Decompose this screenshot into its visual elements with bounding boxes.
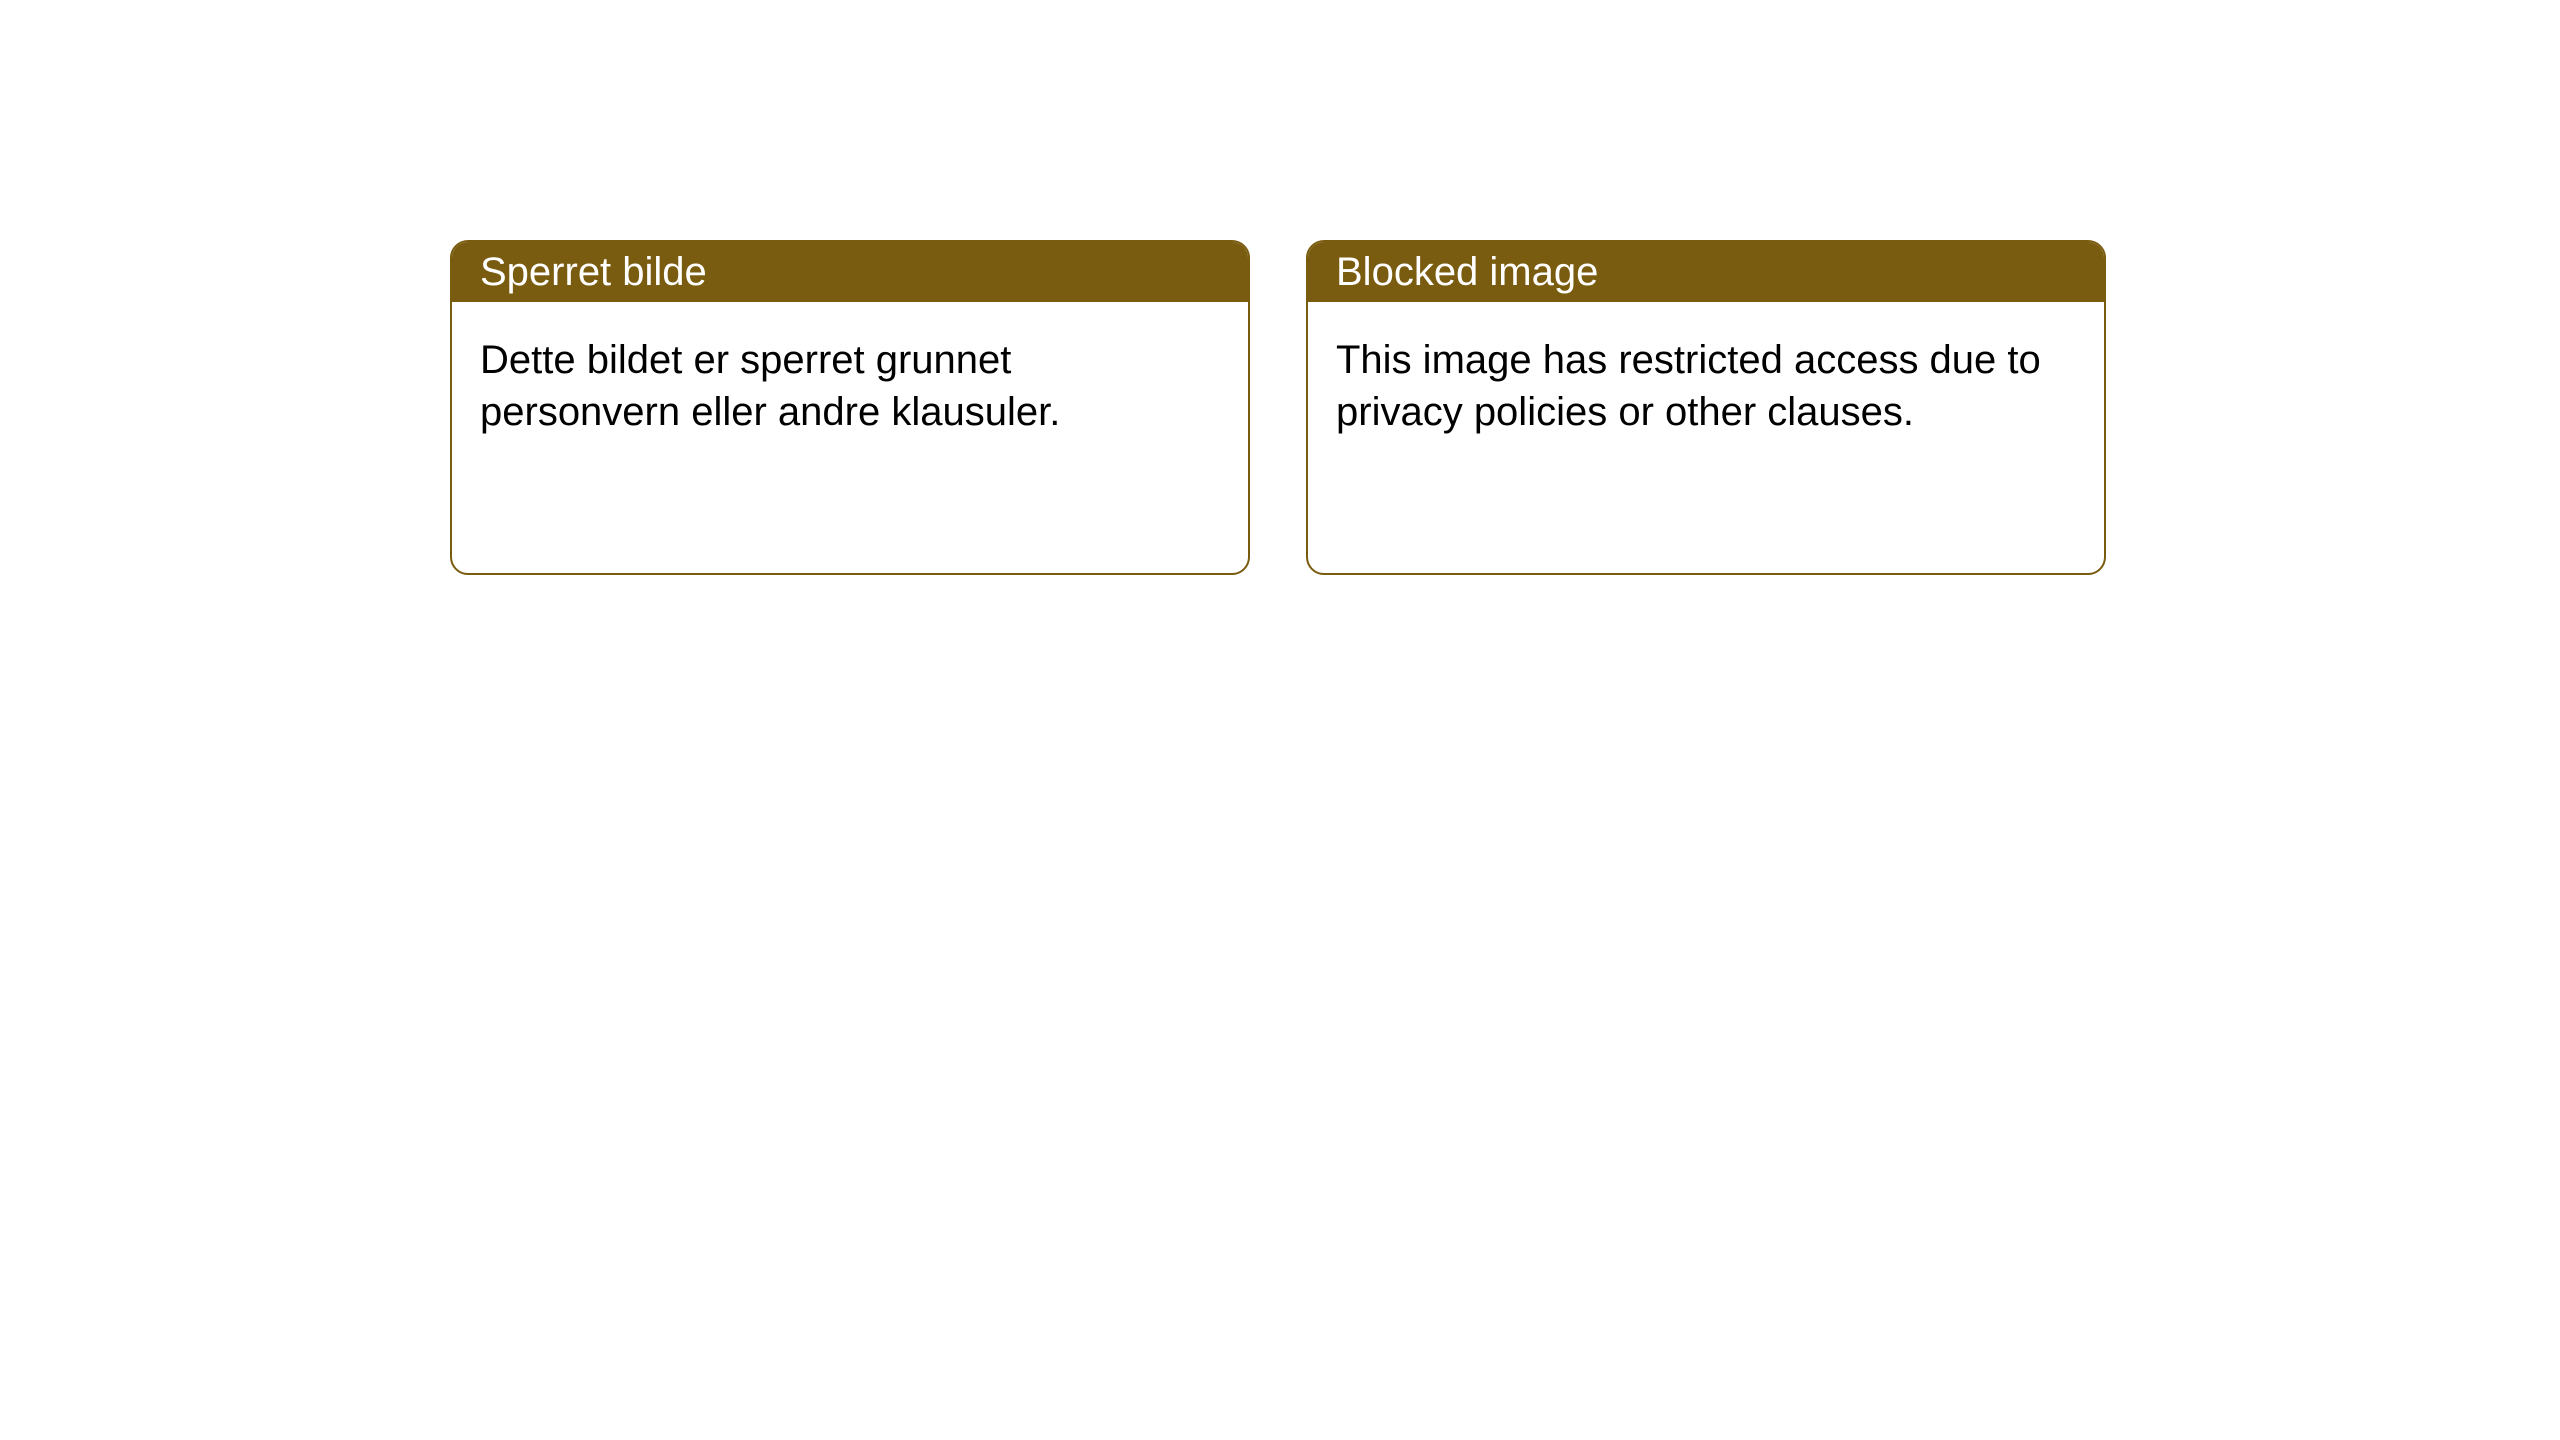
card-body-text: This image has restricted access due to … [1336,338,2041,434]
card-header-text: Sperret bilde [480,250,707,295]
card-body: Dette bildet er sperret grunnet personve… [452,302,1248,470]
blocked-image-card-norwegian: Sperret bilde Dette bildet er sperret gr… [450,240,1250,575]
card-header: Sperret bilde [452,242,1248,302]
card-header-text: Blocked image [1336,250,1598,295]
blocked-image-card-english: Blocked image This image has restricted … [1306,240,2106,575]
message-cards-container: Sperret bilde Dette bildet er sperret gr… [450,240,2106,575]
card-body: This image has restricted access due to … [1308,302,2104,470]
card-body-text: Dette bildet er sperret grunnet personve… [480,338,1060,434]
card-header: Blocked image [1308,242,2104,302]
